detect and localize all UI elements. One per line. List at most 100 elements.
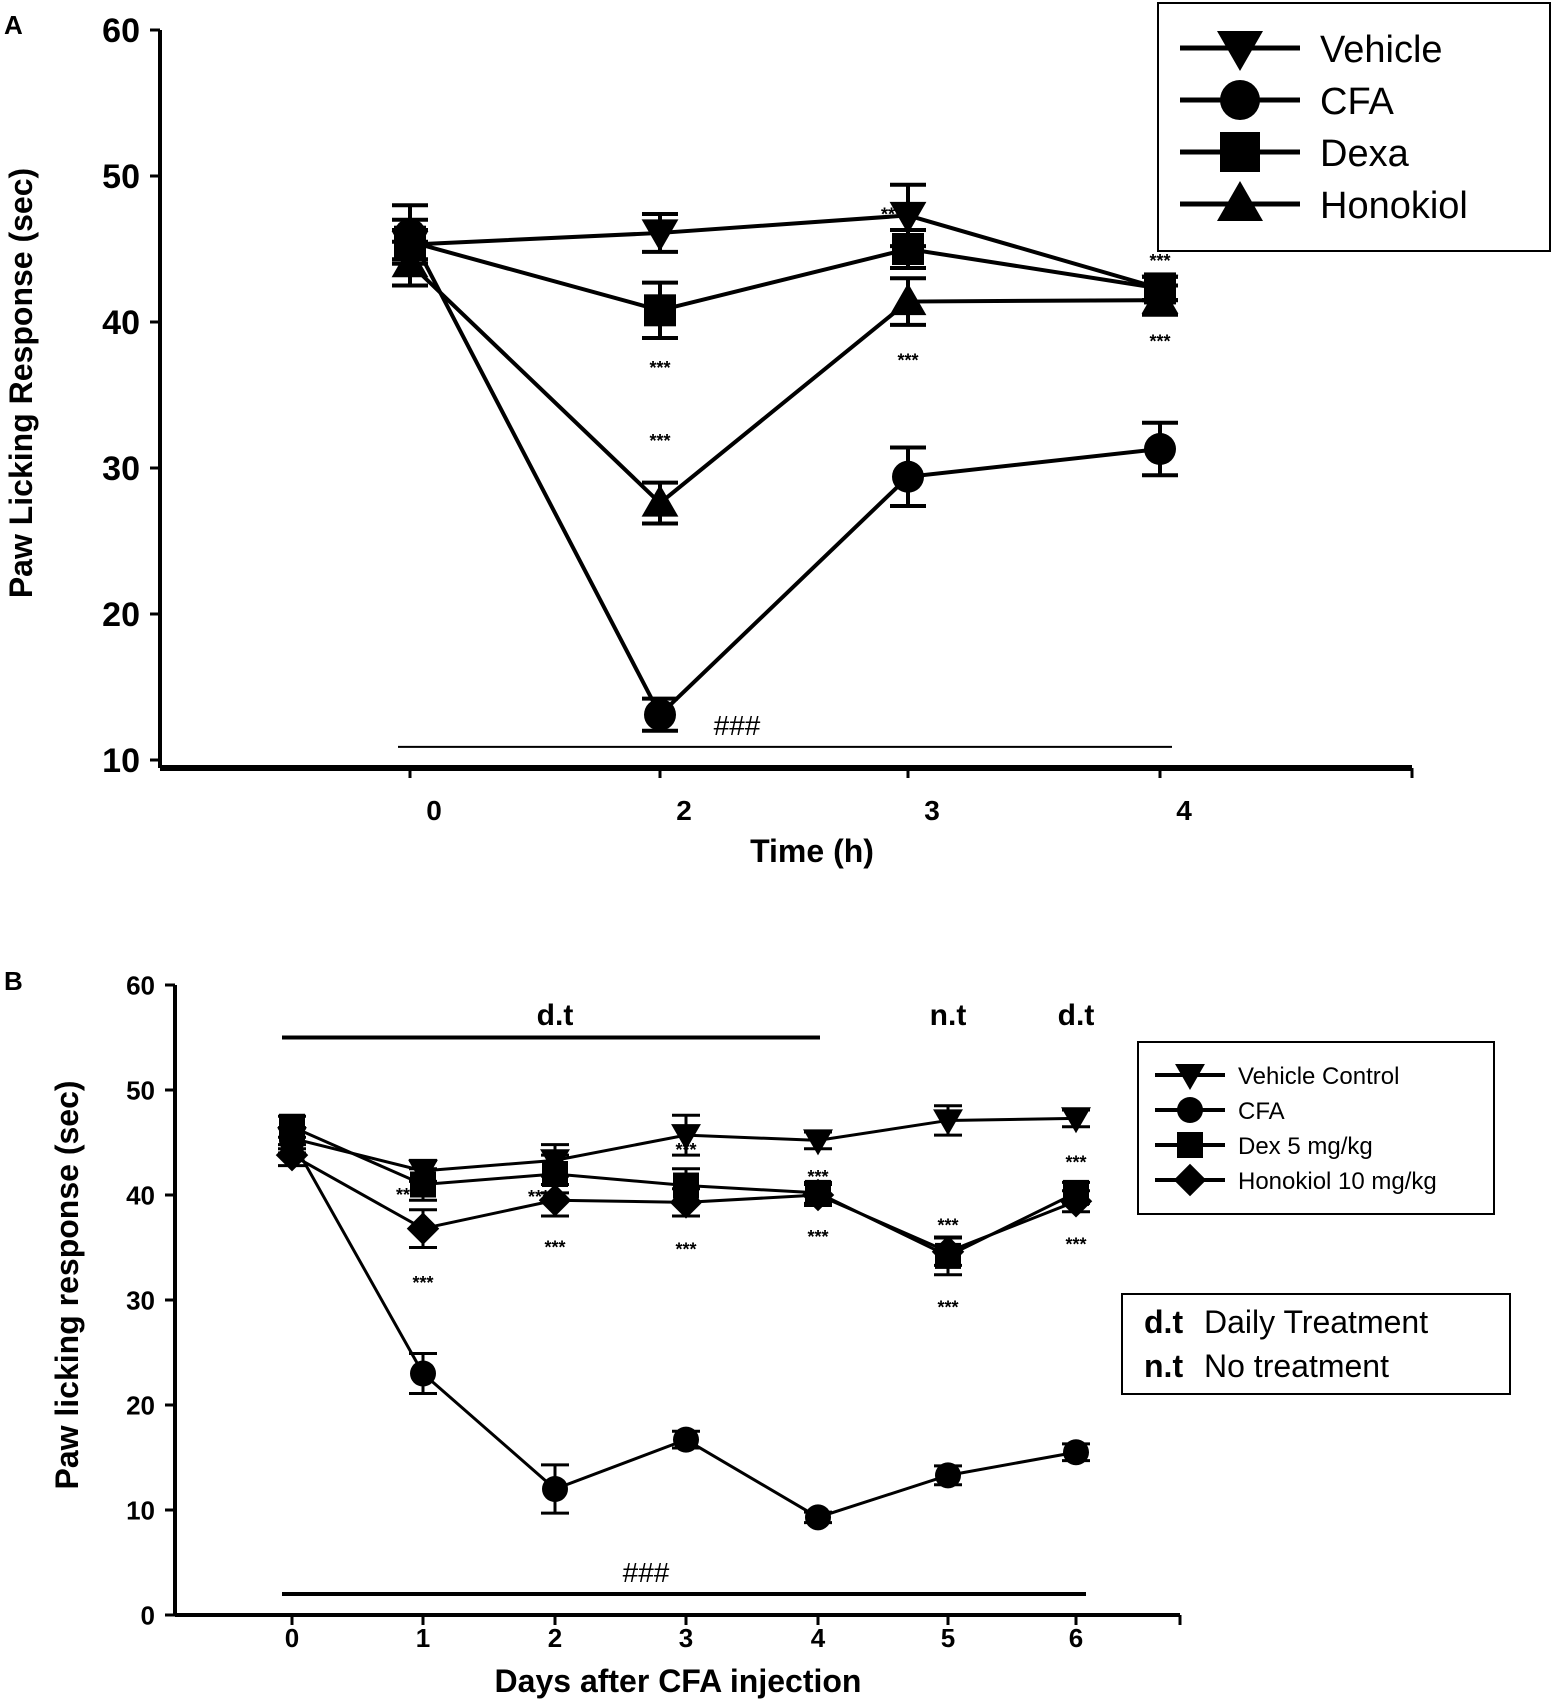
data-point	[641, 484, 679, 517]
treatment-label: d.t	[537, 999, 574, 1032]
series-line	[409, 239, 1161, 313]
significance-stars: ***	[881, 205, 902, 225]
data-point	[889, 283, 927, 316]
panel-b-series	[275, 1104, 1093, 1531]
legend-label: Vehicle	[1320, 29, 1443, 71]
series-honokiol-10-mg-kg	[275, 1138, 1093, 1268]
data-point	[892, 460, 924, 493]
significance-stars: ***	[937, 1215, 958, 1235]
series-cfa	[392, 203, 1178, 733]
legend-item-honokiol-10-mg-kg: Honokiol 10 mg/kg	[1155, 1163, 1437, 1197]
data-point	[803, 1129, 833, 1156]
significance-stars: ***	[1149, 251, 1170, 271]
x-tick-label: 3	[924, 795, 940, 826]
data-point	[410, 1360, 436, 1387]
significance-stars: ***	[396, 1185, 417, 1205]
x-tick-label: 0	[426, 795, 442, 826]
significance-stars: ***	[1065, 1234, 1086, 1254]
y-tick-label: 60	[126, 970, 155, 1000]
legend-label: Honokiol	[1320, 185, 1468, 227]
y-tick-label: 0	[141, 1600, 155, 1630]
y-tick-label: 20	[126, 1390, 155, 1420]
significance-stars: ***	[807, 1167, 828, 1187]
panel-a-series	[391, 182, 1179, 733]
note-text-dt: Daily Treatment	[1204, 1304, 1428, 1340]
treatment-label: n.t	[930, 999, 967, 1032]
data-point	[673, 1426, 699, 1453]
treatment-label: d.t	[1058, 999, 1095, 1032]
data-point	[1141, 281, 1179, 314]
panel-b-annotations: *** *** *** *** *** *** *** *** *** *** *** ***	[396, 1140, 1087, 1318]
y-tick-label: 40	[102, 304, 140, 342]
note-abbr-nt: n.t	[1144, 1348, 1183, 1384]
data-point	[935, 1462, 961, 1489]
data-point	[889, 201, 927, 234]
legend-item-vehicle: Vehicle	[1180, 29, 1443, 71]
legend-label: Vehicle Control	[1238, 1063, 1399, 1090]
data-point	[644, 698, 676, 731]
note-text-nt: No treatment	[1204, 1348, 1389, 1384]
series-line	[408, 262, 1161, 506]
legend-item-cfa: CFA	[1180, 80, 1395, 123]
panel-b-letter: B	[4, 966, 23, 996]
panel-a-significance-label: ###	[714, 710, 761, 741]
significance-stars: ***	[1149, 332, 1170, 352]
panel-a-y-title: Paw Licking Response (sec)	[3, 168, 39, 598]
legend-item-cfa: CFA	[1155, 1097, 1285, 1125]
y-tick-label: 50	[126, 1075, 155, 1105]
x-tick-label: 4	[1176, 795, 1192, 826]
legend-label: CFA	[1320, 81, 1395, 123]
data-point	[801, 1178, 835, 1212]
legend-item-honokiol: Honokiol	[1180, 181, 1468, 227]
panel-a-legend-box	[1157, 2, 1551, 252]
data-point	[542, 1476, 568, 1502]
x-tick-label: 2	[548, 1623, 562, 1653]
data-point	[671, 1124, 701, 1151]
legend-marker-icon	[1220, 80, 1260, 120]
panel-a-annotations: *** *** *** *** *** ***	[649, 205, 1170, 451]
significance-stars: ***	[544, 1237, 565, 1257]
y-tick-label: 30	[102, 450, 140, 488]
y-tick-label: 40	[126, 1180, 155, 1210]
significance-stars: ***	[649, 431, 670, 451]
legend-item-dex-5-mg-kg: Dex 5 mg/kg	[1155, 1132, 1373, 1160]
x-tick-label: 5	[941, 1623, 955, 1653]
legend-label: Honokiol 10 mg/kg	[1238, 1168, 1437, 1195]
y-tick-label: 10	[126, 1495, 155, 1525]
legend-marker-icon	[1177, 1097, 1203, 1123]
data-point	[644, 294, 676, 327]
x-tick-label: 4	[811, 1623, 826, 1653]
y-tick-label: 60	[102, 12, 140, 50]
panel-b-chart: 0 10 20 30 40 50 60 0 1 2 3 4 5 6 Paw licking respon…	[49, 970, 1511, 1699]
data-point	[1144, 433, 1176, 466]
panel-b-legend: Vehicle Control CFA Dex 5 mg/kg Honokiol 10…	[1137, 1041, 1495, 1215]
panel-b-x-ticks: 0 1 2 3 4 5 6	[285, 1615, 1182, 1653]
significance-stars: ***	[1065, 1152, 1086, 1172]
data-point	[406, 1212, 440, 1245]
panel-a-chart: 10 20 30 40 50 60 0 2 3 4 Paw Licking Response (…	[3, 2, 1551, 869]
data-point	[1059, 1185, 1093, 1218]
x-tick-label: 0	[285, 1623, 299, 1653]
legend-item-vehicle-control: Vehicle Control	[1155, 1063, 1399, 1090]
series-vehicle	[391, 182, 1179, 307]
data-point	[410, 1171, 436, 1198]
legend-item-dexa: Dexa	[1180, 132, 1410, 175]
data-point	[933, 1109, 963, 1136]
panel-a-letter: A	[4, 10, 23, 40]
y-tick-label: 20	[102, 596, 140, 634]
significance-stars: ***	[675, 1140, 696, 1160]
legend-label: Dex 5 mg/kg	[1238, 1133, 1373, 1160]
series-line	[409, 213, 1161, 291]
treatment-note-box: d.t Daily Treatment n.t No treatment	[1121, 1293, 1511, 1395]
legend-marker-icon	[1220, 132, 1260, 172]
data-point	[1061, 1107, 1091, 1134]
note-abbr-dt: d.t	[1144, 1304, 1183, 1340]
data-point	[391, 245, 429, 278]
x-tick-label: 2	[676, 795, 692, 826]
panel-a-legend: Vehicle CFA Dexa Honokiol	[1157, 2, 1551, 252]
x-tick-label: 6	[1069, 1623, 1083, 1653]
data-point	[892, 233, 924, 265]
data-point	[641, 219, 679, 252]
significance-stars: ***	[675, 1240, 696, 1260]
data-point	[542, 1161, 568, 1187]
